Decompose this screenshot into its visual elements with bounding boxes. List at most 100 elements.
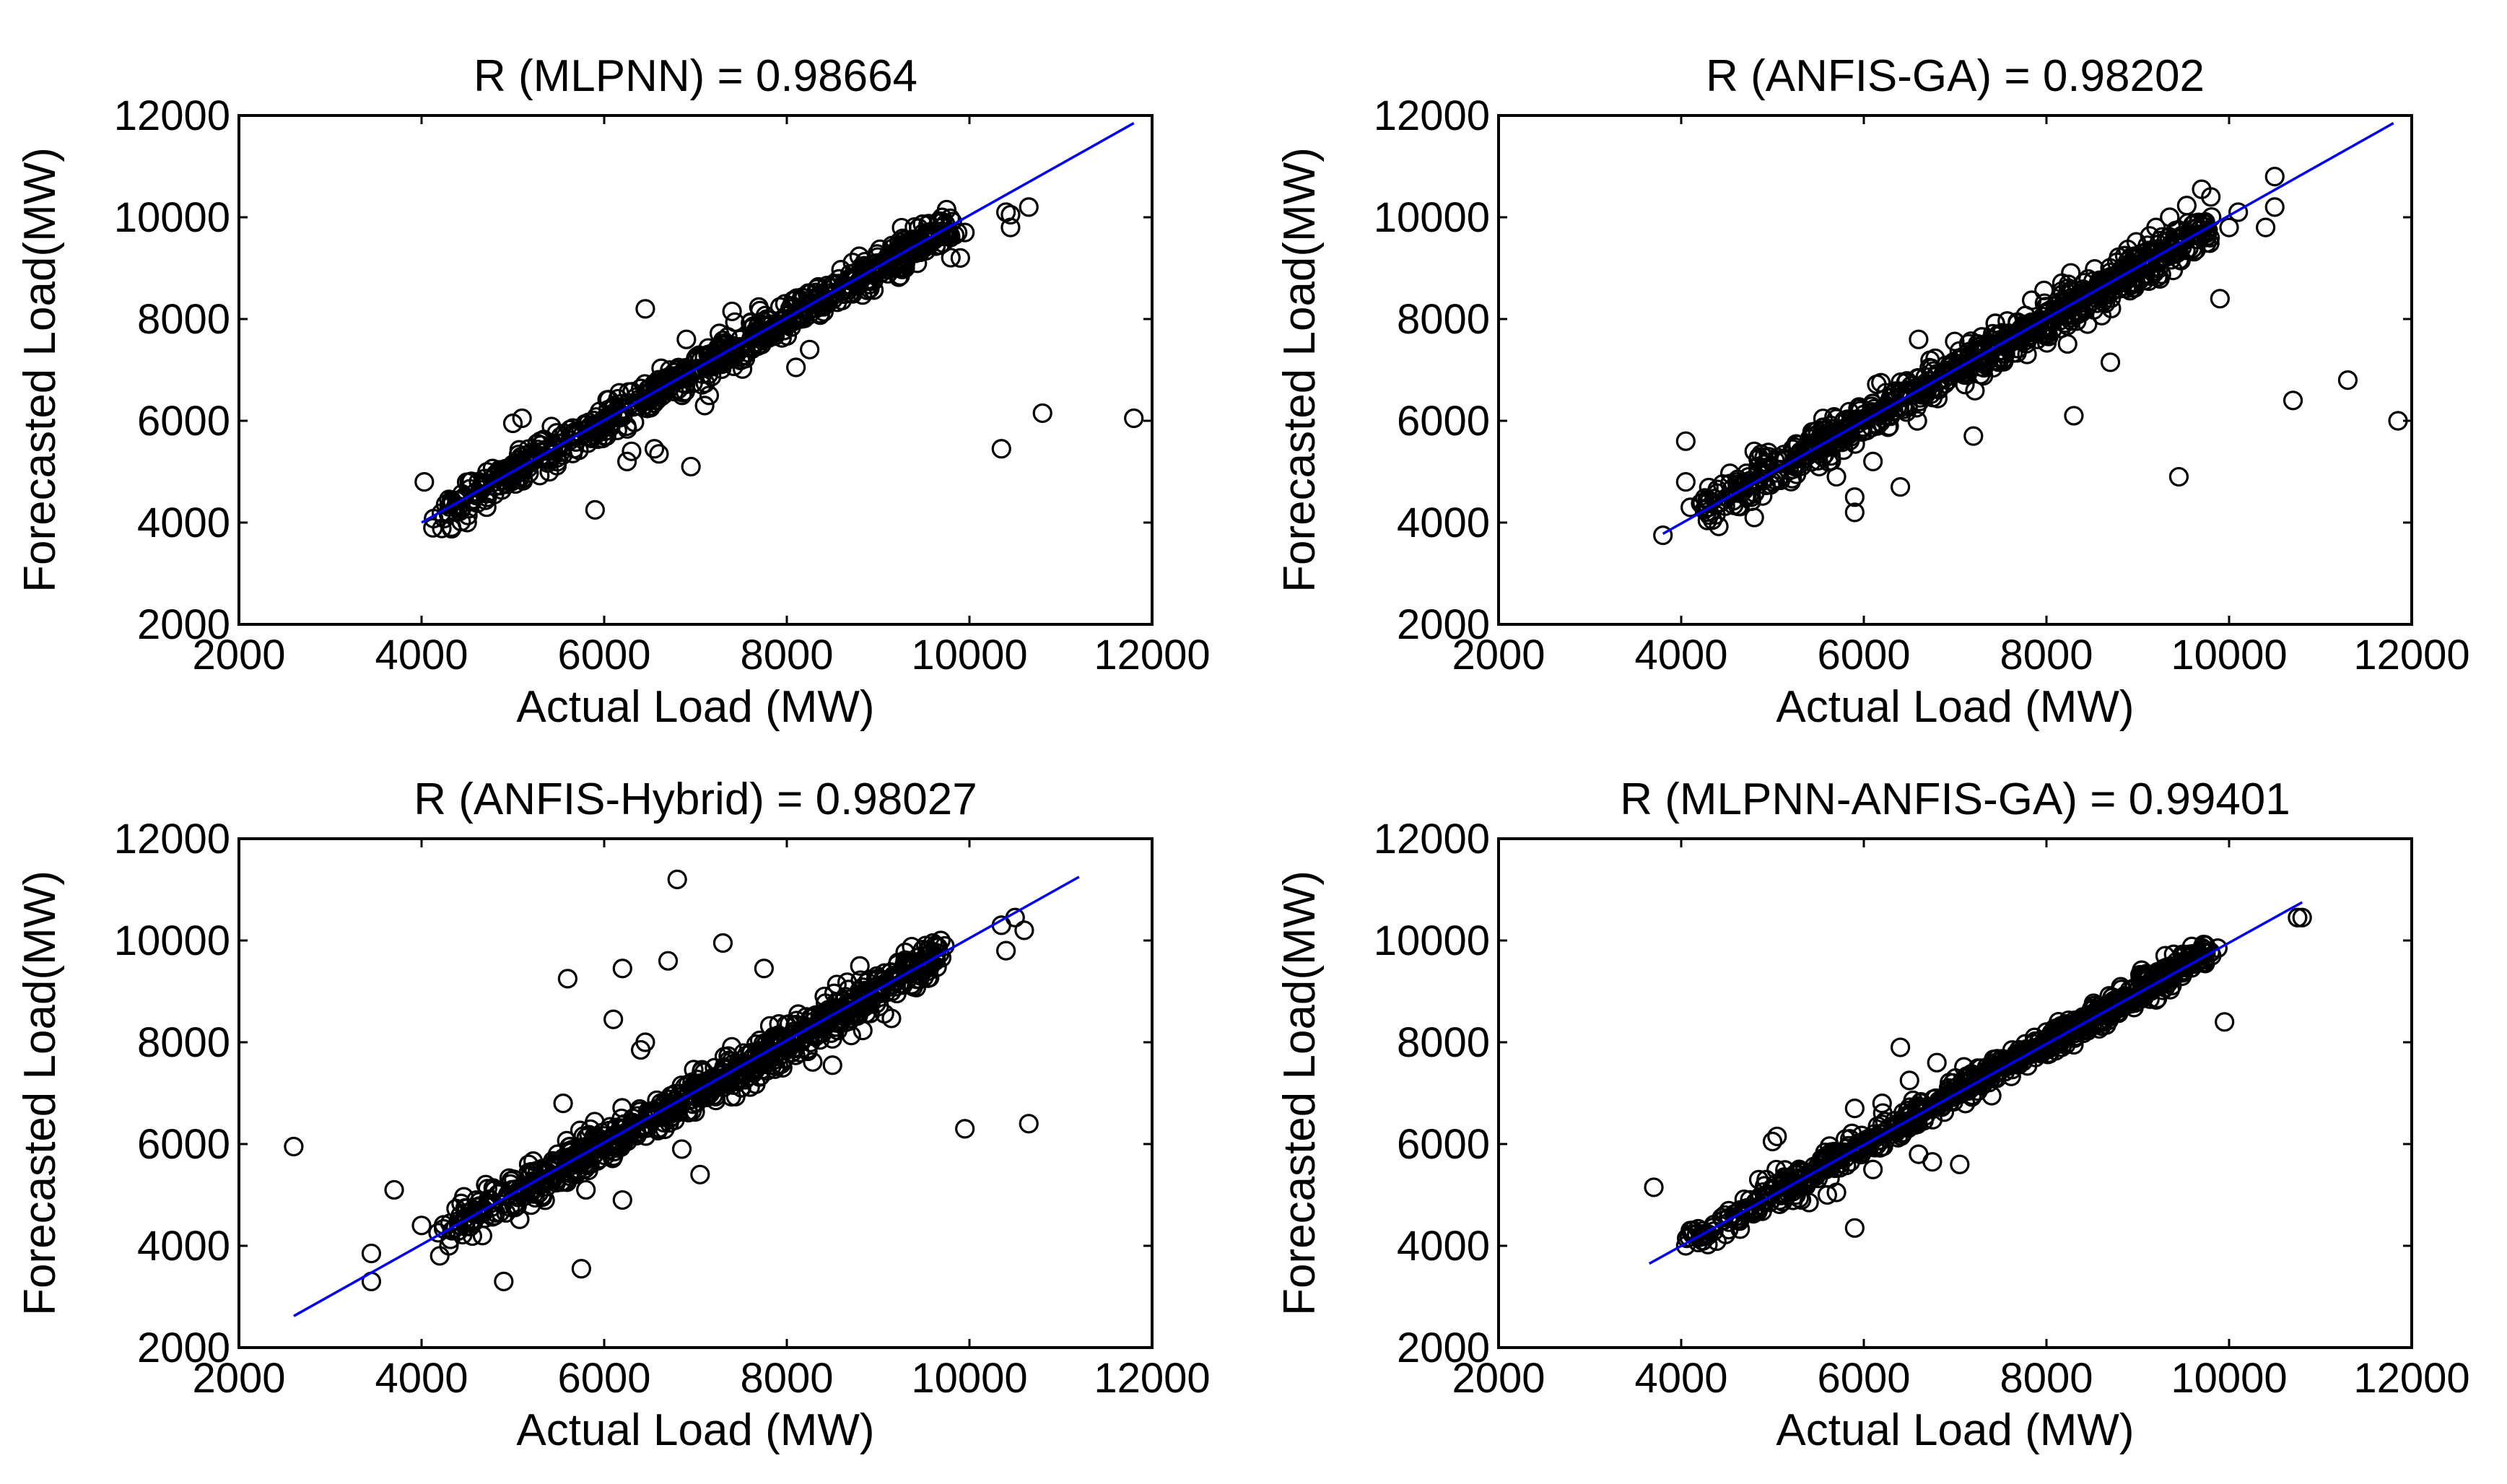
data-point-outlier (955, 222, 975, 243)
data-point (546, 423, 567, 443)
data-point (855, 251, 875, 272)
data-point (433, 1218, 454, 1239)
data-point-outlier (955, 1119, 975, 1139)
data-point (1779, 1169, 1800, 1189)
data-point (1925, 348, 1945, 368)
data-point-outlier (754, 959, 774, 979)
data-point-outlier (1675, 471, 1696, 492)
data-point (890, 266, 910, 286)
data-point (897, 970, 917, 990)
x-axis-label: Actual Load (MW) (516, 682, 874, 732)
data-point-outlier (1653, 525, 1673, 546)
data-point (1921, 384, 1941, 404)
data-point (1802, 422, 1822, 442)
data-point (725, 312, 745, 332)
data-point-outlier (384, 1179, 404, 1200)
data-point-outlier (1644, 1177, 1664, 1197)
data-point-outlier (439, 1236, 459, 1256)
data-point (710, 334, 731, 355)
data-point (687, 1070, 707, 1090)
data-point-outlier (284, 1136, 304, 1157)
data-point (2125, 987, 2145, 1008)
data-point (2007, 1052, 2027, 1073)
y-tick-label: 10000 (1374, 194, 1490, 241)
data-point (640, 1104, 660, 1125)
data-point (424, 508, 444, 529)
data-point-outlier (411, 1215, 432, 1236)
data-point-outlier (2077, 314, 2098, 334)
y-tick-label: 10000 (114, 917, 230, 964)
data-point (562, 443, 583, 463)
y-tick-label: 2000 (1397, 601, 1490, 648)
data-point (551, 1163, 572, 1184)
data-point-outlier (1927, 1052, 1947, 1073)
data-point (2183, 214, 2203, 235)
data-point (761, 314, 782, 334)
data-point (547, 1144, 568, 1164)
data-point-outlier (850, 956, 870, 976)
data-point (2124, 278, 2145, 298)
y-tick-label: 6000 (1397, 1121, 1490, 1168)
x-tick-label: 8000 (2000, 1355, 2093, 1402)
data-point-outlier (863, 271, 884, 291)
data-point-outlier (1922, 1152, 1943, 1172)
regression-line (293, 876, 1080, 1317)
data-point (902, 936, 922, 957)
data-point-outlier (2027, 1037, 2047, 1057)
data-point (711, 1064, 731, 1084)
data-point (670, 370, 690, 390)
data-point-outlier (1863, 451, 1883, 472)
data-point-outlier (576, 1179, 596, 1200)
data-point (685, 1101, 705, 1122)
data-point (841, 1026, 861, 1046)
y-tick-label: 4000 (1397, 499, 1490, 546)
data-point-outlier (1762, 1131, 1783, 1152)
data-point-outlier (2292, 907, 2312, 928)
data-point-outlier (2388, 411, 2408, 431)
data-point-outlier (1124, 408, 1144, 429)
data-point (893, 253, 913, 273)
data-point (1906, 398, 1927, 418)
data-point (776, 1015, 796, 1035)
data-point-outlier (1899, 1070, 1919, 1091)
data-point (616, 416, 637, 437)
chart-panel-anfis-hybrid: R (ANFIS-Hybrid) = 0.98027 Actual Load (M… (15, 774, 1211, 1455)
data-point-outlier (494, 1271, 514, 1291)
x-axis-label: Actual Load (MW) (1776, 682, 2134, 732)
data-point-outlier (1748, 1169, 1769, 1190)
data-point-outlier (822, 1055, 842, 1075)
data-point (910, 969, 930, 990)
data-point-outlier (622, 441, 642, 461)
data-point-outlier (1844, 487, 1865, 507)
regression-line (1648, 901, 2303, 1265)
data-point-outlier (2160, 207, 2180, 227)
data-point (744, 333, 764, 353)
data-point-outlier (1844, 502, 1865, 523)
data-point-outlier (786, 357, 806, 377)
data-point (622, 1117, 642, 1138)
data-point-outlier (690, 1164, 710, 1184)
data-point (1736, 1203, 1756, 1223)
y-tick-label: 12000 (1374, 816, 1490, 863)
data-point-outlier (991, 439, 1011, 459)
x-tick-label: 6000 (557, 632, 650, 678)
data-point (644, 393, 664, 414)
x-tick-label: 2000 (1452, 632, 1545, 678)
data-point (1782, 1177, 1802, 1197)
data-point (2121, 247, 2141, 267)
data-point-outlier (612, 1190, 632, 1210)
data-point-outlier (1981, 1086, 2002, 1106)
data-point-outlier (658, 951, 679, 971)
data-point-outlier (2256, 217, 2276, 237)
plot-area-frame (1497, 114, 2413, 626)
data-point-outlier (1000, 217, 1021, 237)
data-point-outlier (1767, 1126, 1787, 1147)
data-point (1910, 377, 1931, 397)
y-tick-label: 2000 (1397, 1324, 1490, 1371)
x-tick-label: 10000 (2171, 632, 2287, 678)
data-point (513, 468, 533, 489)
data-point (740, 1077, 760, 1097)
data-point (1766, 1159, 1787, 1180)
data-point (1850, 398, 1870, 418)
data-point (1769, 1194, 1789, 1215)
